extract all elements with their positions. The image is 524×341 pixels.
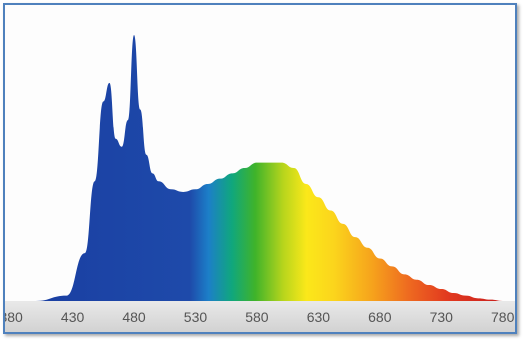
x-tick-label: 780 [491, 309, 515, 325]
x-tick-label: 580 [245, 309, 269, 325]
chart-frame: 380 430 480 530 580 630 680 730 780 [3, 3, 517, 334]
spectrum-chart: 380 430 480 530 580 630 680 730 780 [5, 35, 515, 332]
spectrum-area-series-0 [35, 35, 503, 301]
x-tick-label: 630 [307, 309, 331, 325]
series-layer [35, 35, 503, 301]
x-tick-label: 380 [5, 309, 23, 325]
x-axis-band [5, 301, 515, 332]
x-tick-label: 430 [61, 309, 85, 325]
x-tick-label: 730 [430, 309, 454, 325]
x-axis-ticks: 380 430 480 530 580 630 680 730 780 [5, 309, 515, 325]
x-tick-label: 530 [184, 309, 208, 325]
x-tick-label: 480 [122, 309, 146, 325]
x-tick-label: 680 [368, 309, 392, 325]
